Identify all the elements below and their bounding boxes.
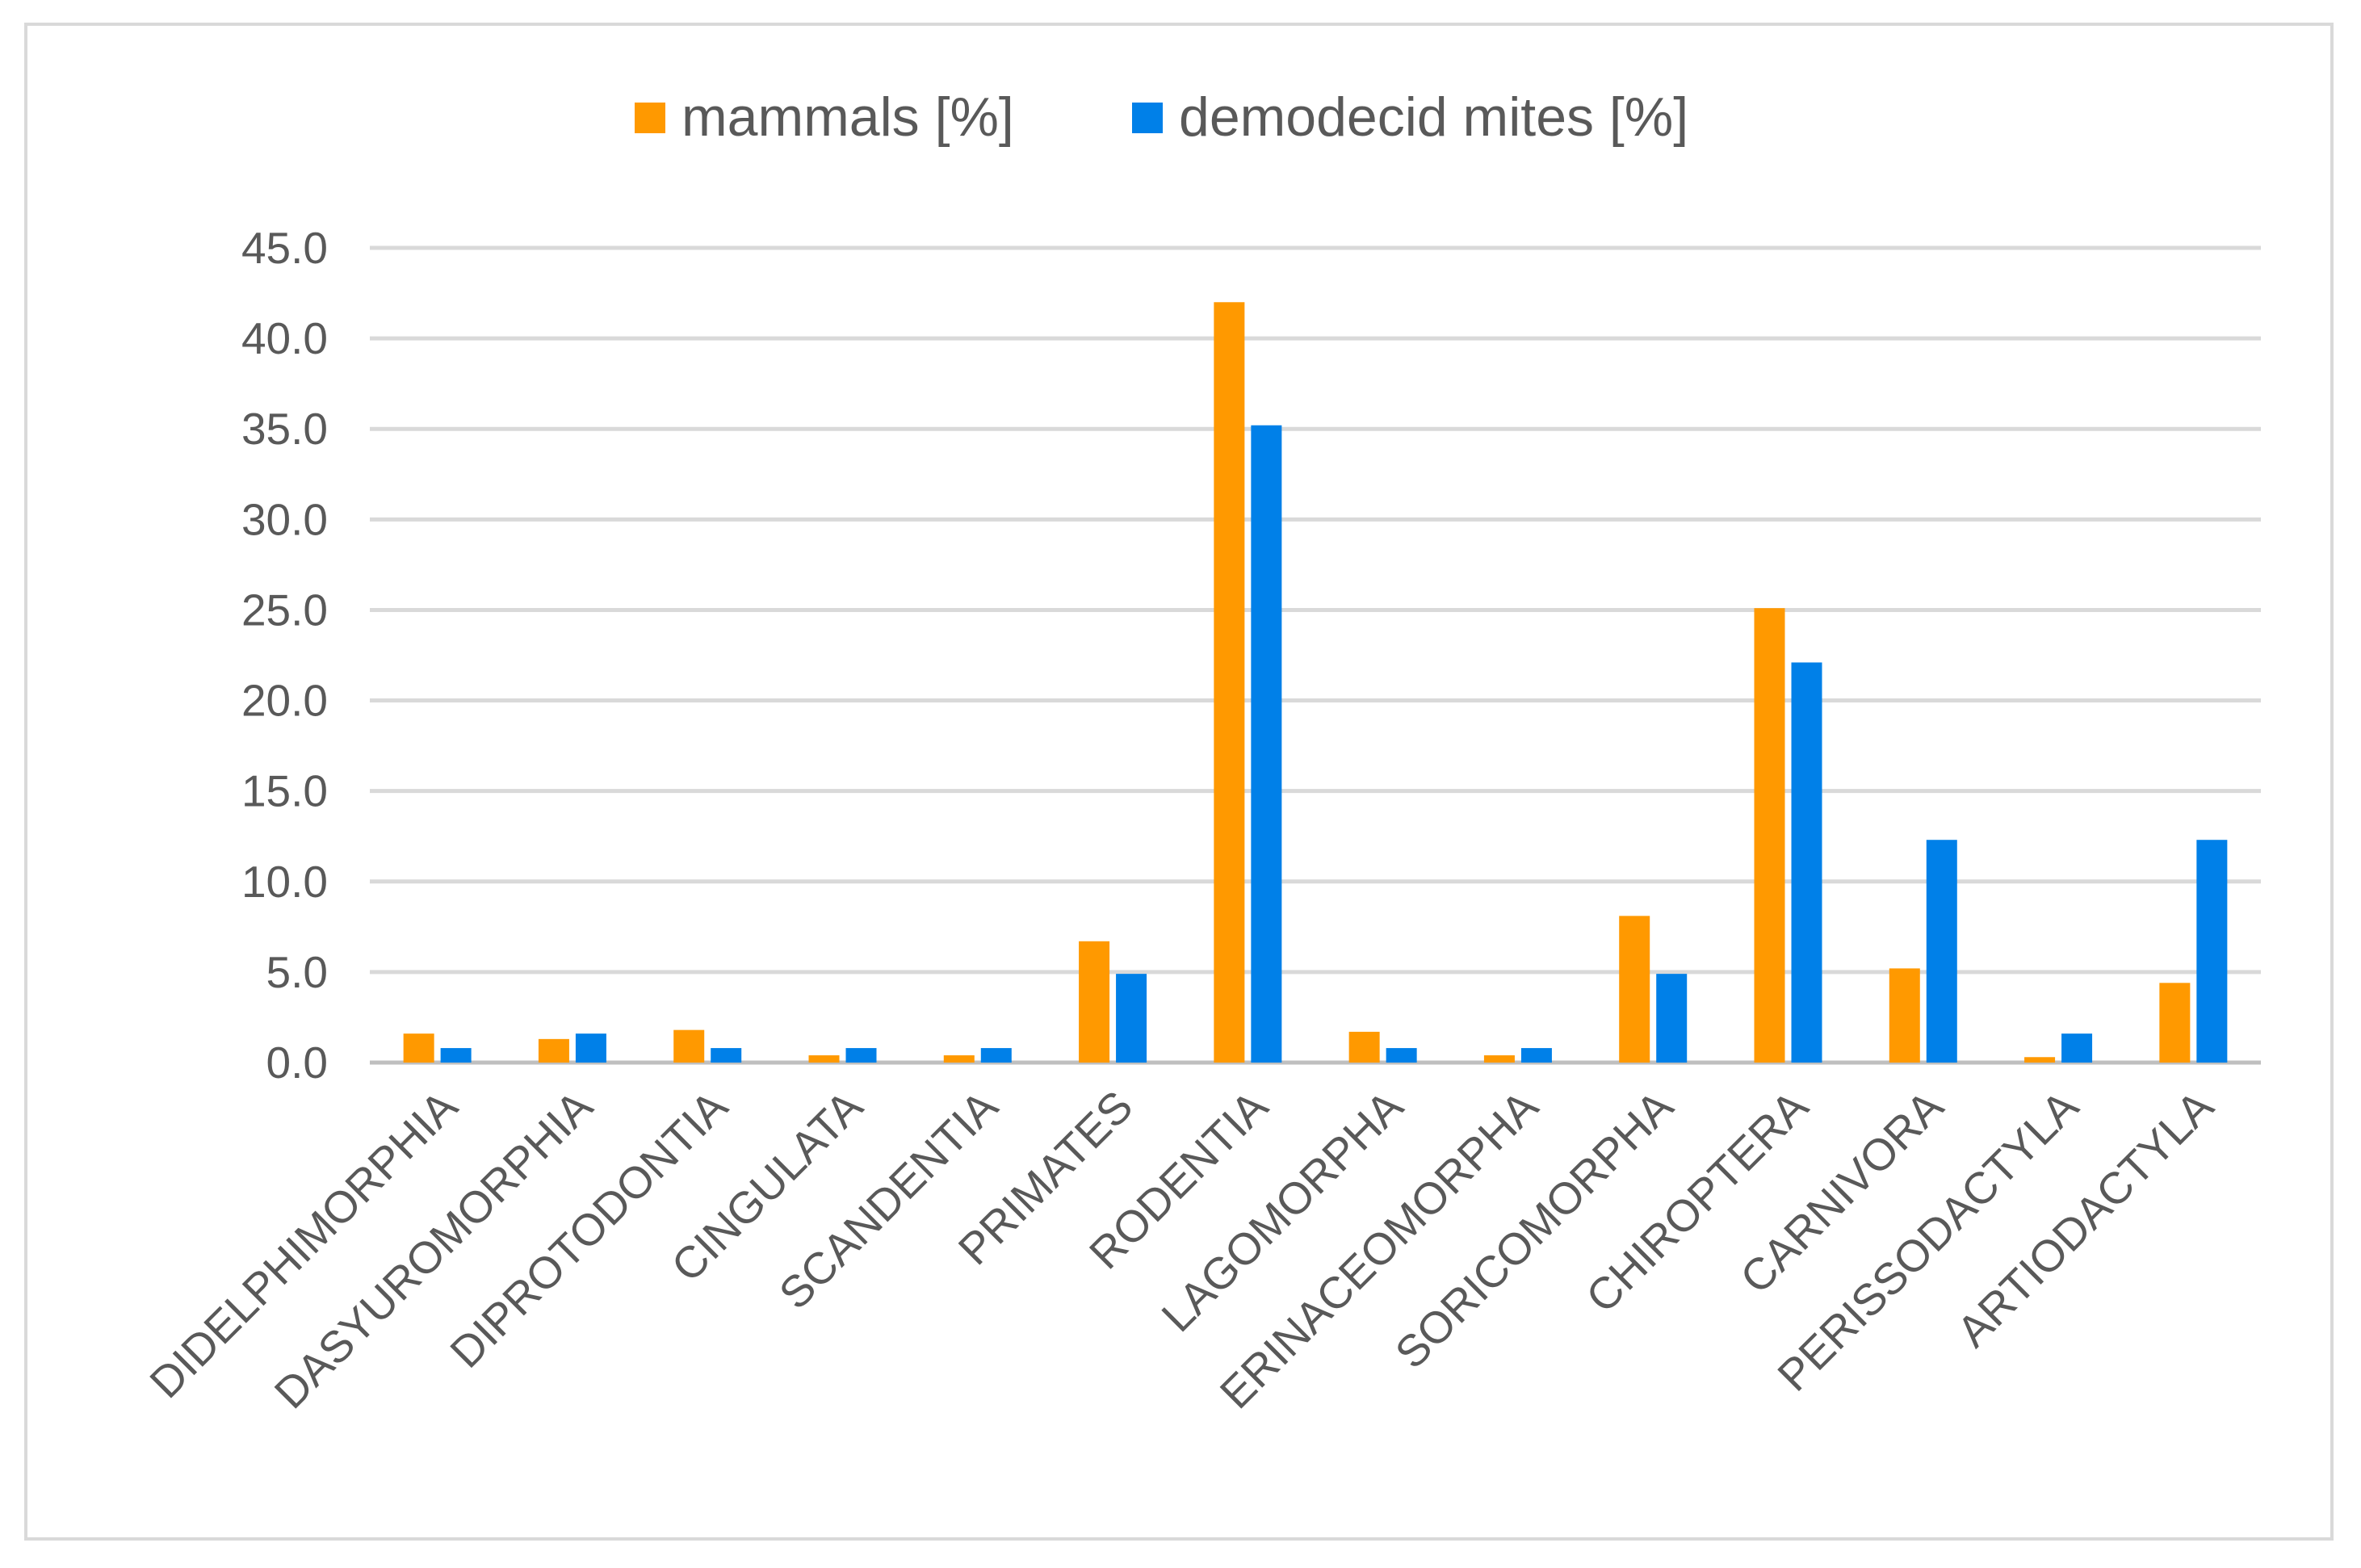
bar-demodecid-mites-artiodactyla: [2196, 840, 2228, 1063]
y-tick-label: 35.0: [241, 404, 328, 454]
bars: [403, 302, 2228, 1063]
legend-label-mammals: mammals [%]: [681, 86, 1014, 148]
bar-mammals-primates: [1079, 941, 1110, 1063]
y-tick-label: 45.0: [241, 223, 328, 273]
bar-demodecid-mites-diprotodontia: [711, 1048, 742, 1063]
y-tick-label: 5.0: [266, 947, 328, 997]
x-category-label: LAGOMORPHA: [1152, 1080, 1413, 1341]
y-axis-ticks: 0.0 5.0 10.0 15.0 20.0 25.0 30.0 35.0 40.0 45.0: [241, 223, 328, 1088]
chart-frame: [24, 23, 2334, 1541]
bar-demodecid-mites-lagomorpha: [1386, 1048, 1417, 1063]
bar-demodecid-mites-scandentia: [980, 1048, 1012, 1063]
bar-mammals-rodentia: [1214, 302, 1245, 1063]
bar-demodecid-mites-dasyuromorphia: [575, 1033, 606, 1063]
y-tick-label: 40.0: [241, 313, 328, 363]
bar-mammals-soricomorpha: [1619, 916, 1650, 1063]
bar-demodecid-mites-cingulata: [845, 1048, 877, 1063]
bar-demodecid-mites-perissodactyla: [2061, 1033, 2093, 1063]
bar-demodecid-mites-carnivora: [1926, 840, 1957, 1063]
y-tick-label: 25.0: [241, 585, 328, 635]
bar-mammals-diprotodontia: [673, 1029, 705, 1063]
bar-demodecid-mites-didelphimorphia: [440, 1048, 472, 1063]
bar-demodecid-mites-soricomorpha: [1656, 974, 1688, 1063]
gridlines: [370, 245, 2261, 1065]
bar-demodecid-mites-rodentia: [1251, 425, 1282, 1063]
y-tick-label: 20.0: [241, 676, 328, 726]
y-tick-label: 0.0: [266, 1038, 328, 1088]
bar-mammals-scandentia: [943, 1055, 975, 1063]
bar-mammals-lagomorpha: [1348, 1031, 1380, 1063]
bar-demodecid-mites-erinaceomorpha: [1520, 1048, 1552, 1063]
legend-swatch-mammals: [635, 103, 665, 133]
bar-mammals-cingulata: [808, 1055, 840, 1063]
bar-mammals-chiroptera: [1754, 608, 1785, 1063]
bar-mammals-dasyuromorphia: [538, 1038, 569, 1063]
y-tick-label: 10.0: [241, 857, 328, 907]
y-tick-label: 30.0: [241, 494, 328, 544]
y-tick-label: 15.0: [241, 766, 328, 816]
legend-swatch-demodecid-mites: [1132, 103, 1163, 133]
bar-mammals-carnivora: [1889, 968, 1920, 1063]
bar-mammals-erinaceomorpha: [1483, 1055, 1515, 1063]
legend: mammals [%] demodecid mites [%]: [635, 86, 1688, 148]
bar-mammals-didelphimorphia: [403, 1033, 434, 1063]
bar-mammals-perissodactyla: [2024, 1057, 2056, 1063]
legend-label-demodecid-mites: demodecid mites [%]: [1179, 86, 1688, 148]
x-category-label: ARTIODACTYLA: [1947, 1080, 2223, 1356]
bar-mammals-artiodactyla: [2159, 983, 2191, 1063]
bar-demodecid-mites-chiroptera: [1791, 662, 1822, 1063]
x-axis-categories: DIDELPHIMORPHIADASYUROMORPHIADIPROTODONT…: [140, 1080, 2223, 1418]
bar-demodecid-mites-primates: [1116, 974, 1147, 1063]
